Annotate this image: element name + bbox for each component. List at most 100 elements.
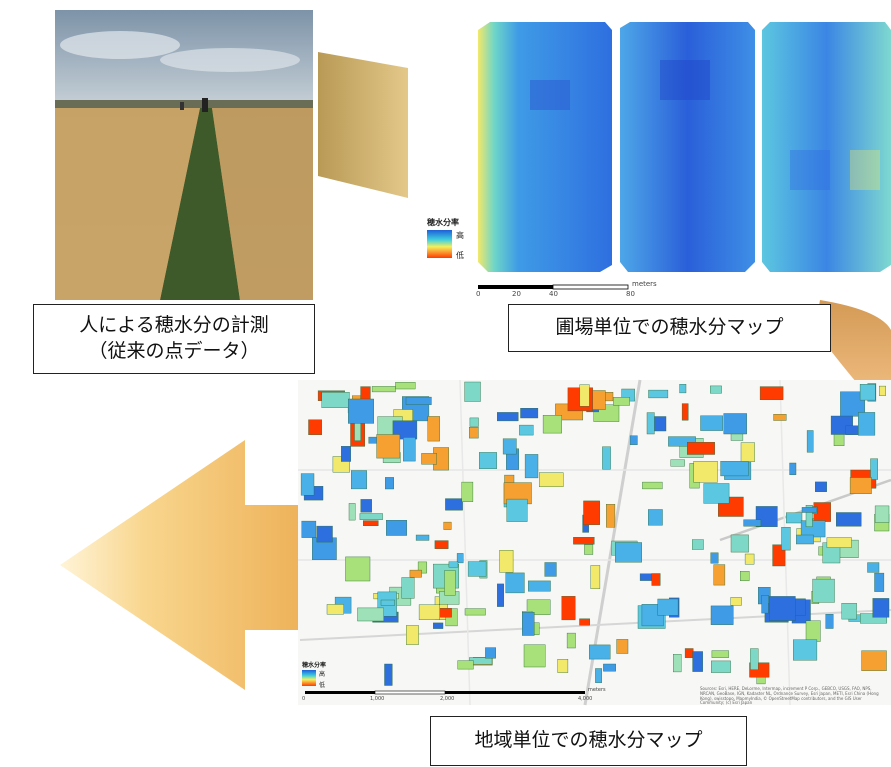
map-parcel <box>421 453 437 465</box>
photo-caption-line2: （従来の点データ） <box>88 340 260 362</box>
map-parcel <box>679 384 687 394</box>
map-parcel <box>616 639 629 654</box>
map-parcel <box>371 386 396 393</box>
map-parcel <box>769 596 796 621</box>
map-parcel <box>711 650 729 658</box>
map-parcel <box>522 612 535 636</box>
map-parcel <box>654 416 667 432</box>
map-parcel <box>642 481 663 490</box>
map-parcel <box>395 382 416 390</box>
map-parcel <box>684 648 694 658</box>
map-parcel <box>629 435 638 445</box>
map-parcel <box>448 561 459 568</box>
map-parcel <box>566 632 576 649</box>
map-parcel <box>740 442 755 462</box>
map-parcel <box>469 427 479 439</box>
map-parcel <box>874 572 885 592</box>
map-parcel <box>793 639 818 661</box>
map-parcel <box>759 386 784 401</box>
map-parcel <box>750 648 759 670</box>
map-parcel <box>544 562 557 577</box>
map-parcel <box>602 446 611 470</box>
region-map-caption-text: 地域単位での穂水分マップ <box>474 729 703 752</box>
map-parcel <box>825 614 834 629</box>
map-parcel <box>613 397 630 406</box>
map-parcel <box>345 556 371 582</box>
map-parcel <box>301 520 317 538</box>
map-parcel <box>359 513 383 521</box>
map-parcel <box>761 595 769 614</box>
field-scale-tick-1: 20 <box>512 290 521 298</box>
map-parcel <box>316 525 333 543</box>
map-parcel <box>693 461 718 483</box>
region-legend-title: 穂水分率 <box>302 662 327 669</box>
map-parcel <box>743 519 762 527</box>
map-parcel <box>692 651 703 672</box>
map-parcel <box>826 537 852 548</box>
map-parcel <box>584 544 594 555</box>
map-parcel <box>456 553 464 564</box>
arrow-region-to-left <box>60 440 300 690</box>
map-parcel <box>711 660 731 673</box>
map-parcel <box>870 458 879 480</box>
map-parcel <box>700 415 723 431</box>
region-moisture-map <box>298 379 891 706</box>
map-parcel <box>348 503 356 521</box>
map-parcel <box>539 472 564 488</box>
map-parcel <box>710 385 722 394</box>
map-parcel <box>406 625 419 645</box>
map-parcel <box>800 520 826 538</box>
region-map-caption: 地域単位での穂水分マップ <box>430 716 747 766</box>
region-legend-swatch <box>302 670 316 686</box>
map-parcel <box>573 537 595 545</box>
map-parcel <box>796 534 814 545</box>
map-parcel <box>467 561 487 577</box>
map-parcel <box>405 396 432 405</box>
field-scale-unit: meters <box>632 280 657 288</box>
arrow-photo-to-field <box>318 52 408 198</box>
map-parcel <box>502 438 517 455</box>
map-parcel <box>519 424 534 436</box>
map-parcel <box>673 654 682 673</box>
map-parcel <box>687 442 715 455</box>
map-parcel <box>363 520 379 526</box>
map-parcel <box>730 534 749 553</box>
field-scale-tick-3: 80 <box>626 290 635 298</box>
map-parcel <box>523 644 546 668</box>
region-legend-low: 低 <box>319 682 326 689</box>
map-parcel <box>710 605 734 625</box>
map-parcel <box>464 381 481 402</box>
field-legend-high: 高 <box>456 231 464 240</box>
map-parcel <box>485 647 496 659</box>
map-parcel <box>845 425 859 436</box>
map-parcel <box>384 663 393 686</box>
map-parcel <box>579 618 591 626</box>
region-scale-tick-0: 0 <box>302 696 306 702</box>
field-legend-title: 穂水分率 <box>427 218 459 227</box>
map-parcel <box>445 498 463 511</box>
map-parcel <box>579 384 590 407</box>
map-parcel <box>401 577 415 599</box>
map-parcel <box>542 415 562 434</box>
map-parcel <box>433 622 444 629</box>
map-parcel <box>670 459 685 467</box>
map-parcel <box>692 539 704 550</box>
map-parcel <box>806 430 814 453</box>
field-scale-tick-2: 40 <box>549 290 558 298</box>
map-parcel <box>668 436 696 447</box>
map-parcel <box>341 446 351 462</box>
map-parcel <box>444 570 456 596</box>
map-parcel <box>321 392 350 408</box>
map-parcel <box>595 668 602 683</box>
wheat-field-photo <box>55 10 313 300</box>
region-scale-tick-3: 4,000 <box>578 696 593 702</box>
map-parcel <box>376 434 401 459</box>
map-parcel <box>506 498 528 522</box>
map-parcel <box>380 599 395 606</box>
map-parcel <box>418 604 440 620</box>
map-parcel <box>417 561 427 574</box>
map-parcel <box>561 596 576 621</box>
map-parcel <box>815 481 827 492</box>
map-parcel <box>497 583 504 607</box>
